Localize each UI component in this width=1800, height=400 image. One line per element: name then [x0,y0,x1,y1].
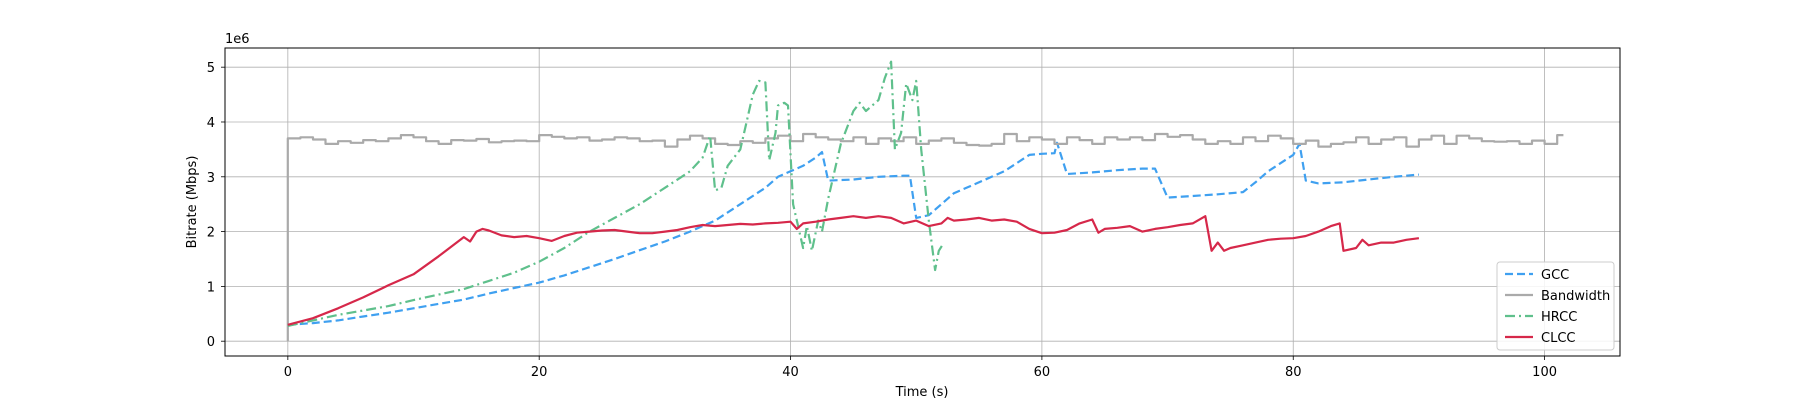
legend: GCC Bandwidth HRCC CLCC [1496,261,1615,351]
y-axis-label: Bitrate (Mbps) [185,156,200,249]
x-tick-label: 40 [782,365,799,380]
legend-label-gcc: GCC [1541,268,1569,283]
x-tick-label: 80 [1285,365,1302,380]
ticks: 0 20 40 60 80 100 0 1 2 3 4 5 [207,61,1557,380]
x-axis-label: Time (s) [895,385,949,400]
plot-frame [224,47,1621,357]
plot-background [225,48,1620,356]
x-tick-label: 20 [531,365,548,380]
y-tick-label: 0 [207,335,215,350]
y-multiplier-label: 1e6 [225,32,250,47]
series-line-hrcc [287,60,945,327]
legend-label-hrcc: HRCC [1541,310,1577,325]
y-tick-label: 1 [207,280,215,295]
series-layer [286,60,1564,342]
legend-label-clcc: CLCC [1541,331,1575,346]
x-tick-label: 0 [284,365,292,380]
x-tick-label: 60 [1034,365,1051,380]
legend-label-bandwidth: Bandwidth [1541,289,1610,304]
y-tick-label: 3 [207,171,215,186]
y-tick-label: 4 [207,116,215,131]
legend-box [1496,261,1615,351]
series-line-clcc [287,215,1420,326]
x-tick-label: 100 [1532,365,1557,380]
series-line-bandwidth [286,132,1564,342]
series-line-gcc [287,141,1419,326]
y-tick-label: 5 [207,61,215,76]
y-tick-label: 2 [207,226,215,241]
